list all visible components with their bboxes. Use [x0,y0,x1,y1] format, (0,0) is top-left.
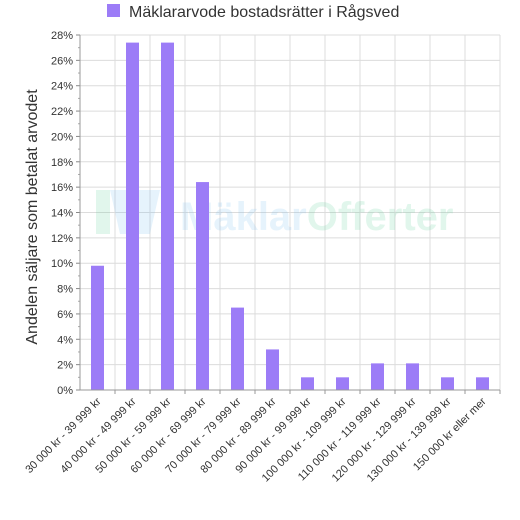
y-tick-label: 2% [57,360,73,372]
y-tick-label: 12% [51,233,73,245]
y-tick-label: 4% [57,334,73,346]
y-tick-label: 8% [57,284,73,296]
legend-swatch [107,4,120,17]
legend-label: Mäklararvode bostadsrätter i Rågsved [129,3,399,21]
y-tick-label: 18% [51,157,73,169]
bar [126,42,139,390]
watermark: MäklarOfferter [96,190,453,239]
bars [91,42,489,390]
y-tick-label: 0% [57,385,73,397]
bar [406,363,419,390]
y-tick-label: 10% [51,258,73,270]
y-axis-title: Andelen säljare som betalat arvodet [24,89,41,345]
bar [91,265,104,390]
y-tick-label: 16% [51,182,73,194]
bar [161,42,174,390]
bar [266,349,279,390]
y-tick-label: 22% [51,106,73,118]
y-tick-label: 14% [51,208,73,220]
watermark-logo [96,190,110,234]
bar [336,377,349,390]
bar [476,377,489,390]
bar [231,307,244,390]
y-axis: 0% 2% 4% 6% 8% 10% 12% 14% 16% 18% 20% 22% 24% 26% 28% [51,30,81,397]
y-tick-label: 28% [51,30,73,42]
bar [441,377,454,390]
y-tick-label: 26% [51,55,73,67]
bar [301,377,314,390]
legend: Mäklararvode bostadsrätter i Rågsved [107,3,399,21]
y-tick-label: 20% [51,131,73,143]
y-tick-label: 24% [51,81,73,93]
watermark-text: MäklarOfferter [180,195,453,239]
y-tick-label: 6% [57,309,73,321]
bar [196,182,209,390]
bar [371,363,384,390]
